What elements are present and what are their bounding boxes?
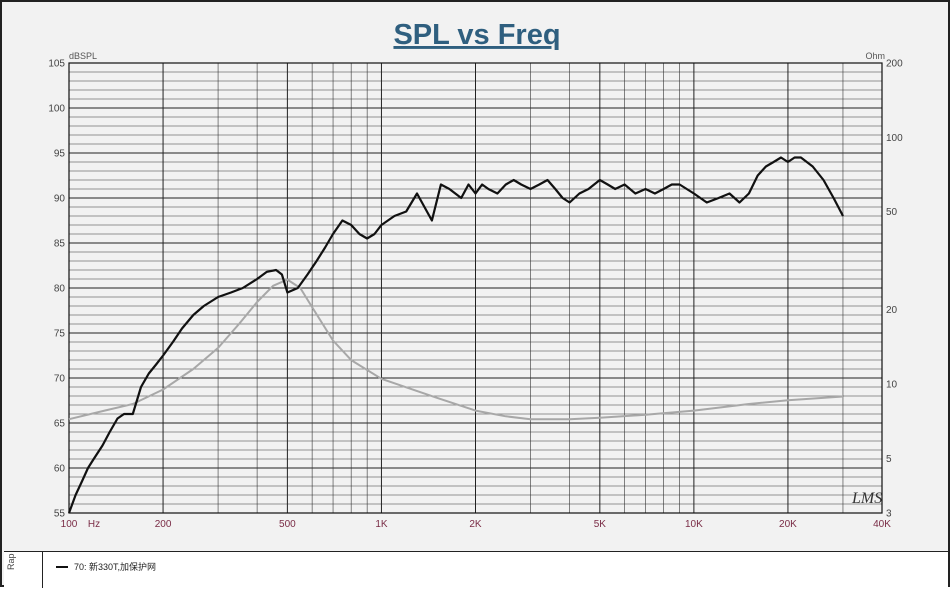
- spl-curve: [67, 156, 844, 514]
- y-right-tick-label: 200: [886, 59, 903, 70]
- legend-side-panel: Rap: [4, 552, 43, 588]
- y-left-axis-label: dBSPL: [69, 51, 97, 61]
- y-left-tick-label: 75: [54, 329, 66, 340]
- legend-bar: Rap 70: 新330T,加保护网: [4, 551, 948, 588]
- y-right-tick-label: 5: [886, 454, 892, 465]
- x-tick-label: 200: [155, 519, 172, 530]
- y-left-tick-label: 95: [54, 149, 66, 160]
- x-unit-label: Hz: [88, 519, 100, 530]
- x-tick-label: 500: [279, 519, 296, 530]
- legend-entry[interactable]: 70: 新330T,加保护网: [56, 560, 156, 573]
- chart-title: SPL vs Freq: [393, 19, 560, 51]
- y-right-tick-label: 10: [886, 379, 898, 390]
- y-right-tick-label: 100: [886, 133, 903, 144]
- plot-border: [68, 62, 883, 514]
- y-right-tick-label: 3: [886, 509, 892, 520]
- x-tick-label: 5K: [594, 519, 607, 530]
- series-layer: [67, 156, 844, 514]
- x-tick-label: 10K: [685, 519, 703, 530]
- y-left-tick-label: 105: [48, 59, 65, 70]
- impedance-curve: [68, 278, 844, 421]
- x-tick-label: 1K: [375, 519, 388, 530]
- y-left-tick-label: 55: [54, 509, 66, 520]
- tick-labels: 55 60 65 70 75 80 85 90 95 100 105 3 5 10 20 50 100 200 10…: [48, 59, 903, 531]
- y-left-tick-label: 70: [54, 374, 66, 385]
- x-tick-label: 40K: [873, 519, 891, 530]
- lms-watermark: LMS: [851, 490, 882, 507]
- y-right-tick-label: 50: [886, 207, 898, 218]
- y-left-tick-label: 90: [54, 194, 66, 205]
- x-tick-label: 20K: [779, 519, 797, 530]
- y-left-tick-label: 60: [54, 464, 66, 475]
- y-right-axis-label: Ohm: [865, 51, 885, 61]
- legend-entry-label: 70: 新330T,加保护网: [74, 562, 157, 572]
- x-tick-label: 100: [61, 519, 78, 530]
- x-tick-label: 2K: [469, 519, 482, 530]
- legend-side-label: Rap: [6, 553, 16, 570]
- grid-lines: [69, 63, 882, 513]
- y-left-tick-label: 65: [54, 419, 66, 430]
- legend-swatch: [56, 565, 68, 568]
- y-left-tick-label: 80: [54, 284, 66, 295]
- y-left-tick-label: 85: [54, 239, 66, 250]
- y-right-tick-label: 20: [886, 305, 898, 316]
- y-left-tick-label: 100: [48, 104, 65, 115]
